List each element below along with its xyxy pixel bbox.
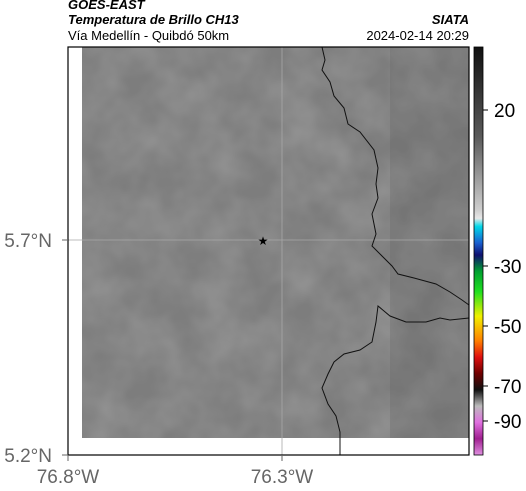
department-border-north — [321, 46, 470, 306]
map-frame — [67, 46, 470, 456]
product-title: Temperatura de Brillo CH13 — [68, 12, 239, 27]
colorbar-gradient — [473, 46, 484, 456]
map-panel: ★ — [67, 46, 470, 456]
datetime-label: 2024-02-14 20:29 — [366, 28, 469, 43]
east-dark-region — [390, 47, 469, 438]
colorbar: 20 -30 -50 -70 -90 — [473, 46, 521, 456]
y-tick-label: 5.7°N — [4, 231, 52, 252]
x-tick-label: 76.8°W — [37, 467, 100, 488]
colorbar-label: -90 — [494, 412, 521, 433]
x-axis: 76.8°W 76.3°W — [37, 455, 314, 488]
y-axis: 5.7°N 5.2°N — [4, 231, 68, 467]
colorbar-label: -70 — [494, 377, 521, 398]
location-star-icon: ★ — [258, 234, 269, 248]
y-tick-label: 5.2°N — [4, 446, 52, 467]
colorbar-label: -30 — [494, 257, 521, 278]
agency-label: SIATA — [431, 12, 469, 27]
colorbar-label: -50 — [494, 317, 521, 338]
x-tick-label: 76.3°W — [251, 467, 314, 488]
colorbar-label: 20 — [494, 101, 515, 122]
department-border-south — [321, 305, 470, 455]
cloud-texture — [82, 47, 469, 438]
satellite-title: GOES-EAST — [68, 0, 145, 12]
route-subtitle: Vía Medellín - Quibdó 50km — [68, 28, 230, 43]
